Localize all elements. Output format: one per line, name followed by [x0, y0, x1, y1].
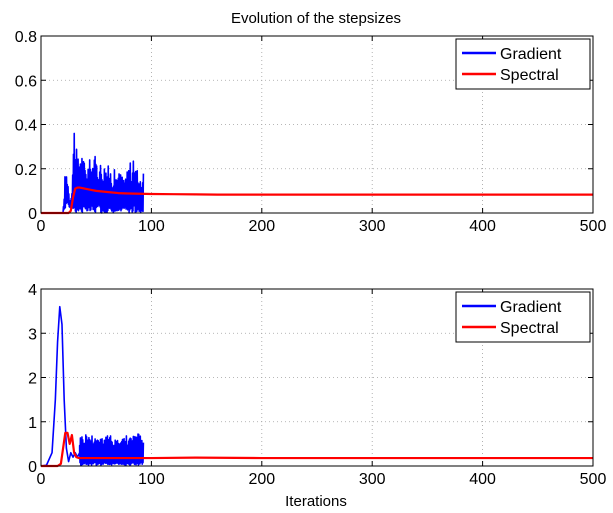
y-tick-label: 0	[28, 459, 37, 476]
x-tick-label: 300	[359, 471, 386, 488]
top-panel: 0 100 200 300 400 500 0 0.2 0.4 0.6 0.8 Gradient Spe…	[15, 29, 607, 235]
x-tick-label: 0	[37, 218, 46, 235]
legend: Gradient Spectral	[455, 38, 591, 90]
figure-title: Evolution of the stepsizes	[231, 10, 401, 27]
y-tick-label: 0	[28, 206, 37, 223]
series-line-spectral	[41, 186, 593, 215]
legend-box	[455, 291, 591, 343]
x-tick-label: 0	[37, 471, 46, 488]
legend-label-spectral: Spectral	[500, 67, 559, 84]
x-tick-label: 300	[359, 218, 386, 235]
legend: Gradient Spectral	[455, 291, 591, 343]
x-tick-label: 500	[580, 471, 607, 488]
series-line-spectral	[41, 431, 593, 468]
y-tick-label: 1	[28, 415, 37, 432]
x-tick-label: 200	[248, 471, 275, 488]
series-line-gradient	[40, 305, 145, 467]
x-axis-label: Iterations	[285, 493, 347, 510]
y-tick-label: 0.4	[15, 118, 37, 135]
y-tick-label: 2	[28, 371, 37, 388]
legend-label-gradient: Gradient	[500, 46, 562, 63]
x-tick-label: 500	[580, 218, 607, 235]
legend-box	[455, 38, 591, 90]
legend-label-gradient: Gradient	[500, 299, 562, 316]
y-tick-label: 0.6	[15, 73, 37, 90]
y-tick-label: 0.2	[15, 162, 37, 179]
x-tick-label: 200	[248, 218, 275, 235]
y-tick-label: 4	[28, 282, 37, 299]
x-tick-label: 100	[138, 471, 165, 488]
x-tick-label: 400	[469, 218, 496, 235]
legend-label-spectral: Spectral	[500, 320, 559, 337]
x-tick-label: 400	[469, 471, 496, 488]
bottom-panel: 0 100 200 300 400 500 0 1 2 3 4 Gradient Spectral	[28, 282, 606, 488]
y-tick-label: 3	[28, 326, 37, 343]
x-tick-label: 100	[138, 218, 165, 235]
y-tick-label: 0.8	[15, 29, 37, 46]
